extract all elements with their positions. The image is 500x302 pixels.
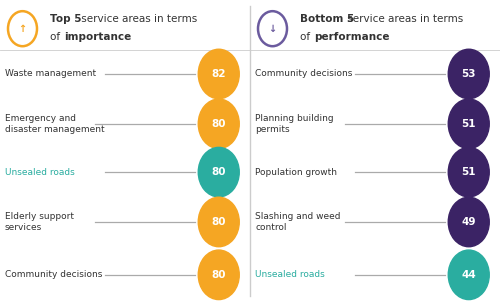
Circle shape xyxy=(198,250,239,300)
Text: performance: performance xyxy=(314,32,390,42)
Text: 80: 80 xyxy=(212,119,226,129)
Text: Unsealed roads: Unsealed roads xyxy=(255,270,325,279)
Circle shape xyxy=(448,49,489,99)
Text: importance: importance xyxy=(64,32,132,42)
Circle shape xyxy=(198,99,239,149)
Text: Planning building
permits: Planning building permits xyxy=(255,114,334,134)
Text: 53: 53 xyxy=(462,69,476,79)
Circle shape xyxy=(448,147,489,197)
Text: 80: 80 xyxy=(212,167,226,177)
Text: Population growth: Population growth xyxy=(255,168,337,177)
Text: 51: 51 xyxy=(462,119,476,129)
Circle shape xyxy=(198,197,239,247)
Text: 80: 80 xyxy=(212,270,226,280)
Text: Community decisions: Community decisions xyxy=(5,270,102,279)
Text: Top 5: Top 5 xyxy=(50,14,82,24)
Text: ↑: ↑ xyxy=(18,24,26,34)
Text: Elderly support
services: Elderly support services xyxy=(5,212,74,232)
Text: Waste management: Waste management xyxy=(5,69,96,79)
Text: service areas in terms: service areas in terms xyxy=(78,14,197,24)
Circle shape xyxy=(448,197,489,247)
Text: service areas in terms: service areas in terms xyxy=(344,14,463,24)
Text: Slashing and weed
control: Slashing and weed control xyxy=(255,212,340,232)
Text: 44: 44 xyxy=(462,270,476,280)
Text: 49: 49 xyxy=(462,217,476,227)
Text: 82: 82 xyxy=(212,69,226,79)
Circle shape xyxy=(198,49,239,99)
Text: Emergency and
disaster management: Emergency and disaster management xyxy=(5,114,104,134)
Text: of: of xyxy=(50,32,64,42)
Circle shape xyxy=(198,147,239,197)
Text: Community decisions: Community decisions xyxy=(255,69,352,79)
Circle shape xyxy=(448,99,489,149)
Text: ↓: ↓ xyxy=(268,24,276,34)
Text: Unsealed roads: Unsealed roads xyxy=(5,168,75,177)
Text: 51: 51 xyxy=(462,167,476,177)
Text: Bottom 5: Bottom 5 xyxy=(300,14,354,24)
Text: 80: 80 xyxy=(212,217,226,227)
Circle shape xyxy=(448,250,489,300)
Text: of: of xyxy=(300,32,314,42)
